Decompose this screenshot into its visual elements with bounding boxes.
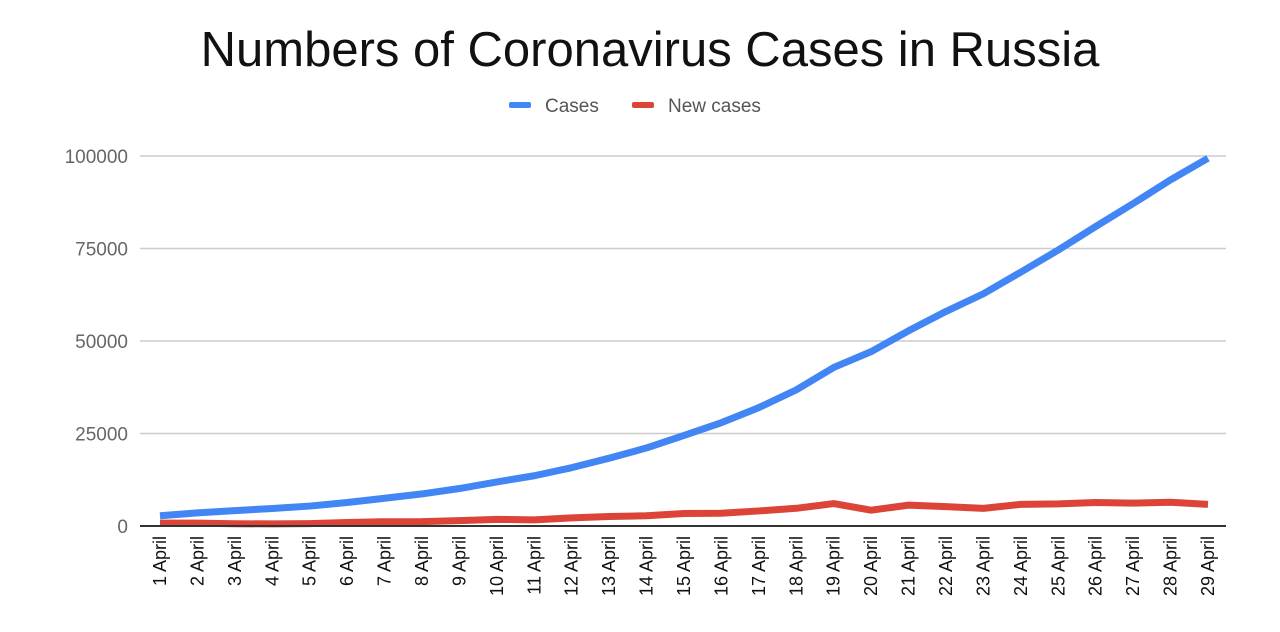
y-tick-label: 25000 <box>75 425 128 446</box>
x-tick-label: 13 April <box>599 536 619 596</box>
x-tick-label: 20 April <box>861 536 881 596</box>
y-tick-label: 75000 <box>75 240 128 261</box>
x-tick-label: 5 April <box>300 536 320 586</box>
x-tick-label: 8 April <box>412 536 432 586</box>
x-tick-label: 18 April <box>786 536 806 596</box>
x-tick-label: 22 April <box>936 536 956 596</box>
x-tick-label: 4 April <box>262 536 282 586</box>
x-tick-label: 15 April <box>674 536 694 596</box>
y-tick-label: 100000 <box>65 147 128 168</box>
chart-title: Numbers of Coronavirus Cases in Russia <box>200 23 1100 77</box>
x-tick-label: 1 April <box>150 536 170 586</box>
y-tick-label: 50000 <box>75 332 128 353</box>
series-line-cases <box>159 155 1210 520</box>
legend-swatch <box>509 102 531 108</box>
y-tick-label: 0 <box>117 517 128 538</box>
x-tick-label: 11 April <box>524 536 544 595</box>
legend-label: Cases <box>545 96 599 117</box>
x-tick-label: 26 April <box>1086 536 1106 596</box>
x-tick-label: 27 April <box>1123 536 1143 596</box>
x-tick-label: 12 April <box>562 536 582 596</box>
x-tick-label: 16 April <box>711 536 731 596</box>
x-tick-label: 3 April <box>225 536 245 586</box>
x-tick-label: 29 April <box>1198 536 1218 596</box>
legend-swatch <box>632 102 654 108</box>
x-tick-label: 24 April <box>1011 536 1031 596</box>
x-tick-label: 25 April <box>1048 536 1068 596</box>
x-tick-label: 23 April <box>973 536 993 596</box>
x-tick-label: 9 April <box>449 536 469 586</box>
x-tick-label: 2 April <box>187 536 207 586</box>
x-tick-label: 28 April <box>1161 536 1181 596</box>
x-tick-label: 14 April <box>637 536 657 596</box>
x-tick-label: 7 April <box>375 536 395 586</box>
x-tick-label: 21 April <box>899 536 919 596</box>
x-tick-label: 19 April <box>824 536 844 596</box>
x-tick-label: 10 April <box>487 536 507 596</box>
x-tick-label: 17 April <box>749 536 769 596</box>
x-tick-label: 6 April <box>337 536 357 586</box>
legend-label: New cases <box>668 96 761 117</box>
